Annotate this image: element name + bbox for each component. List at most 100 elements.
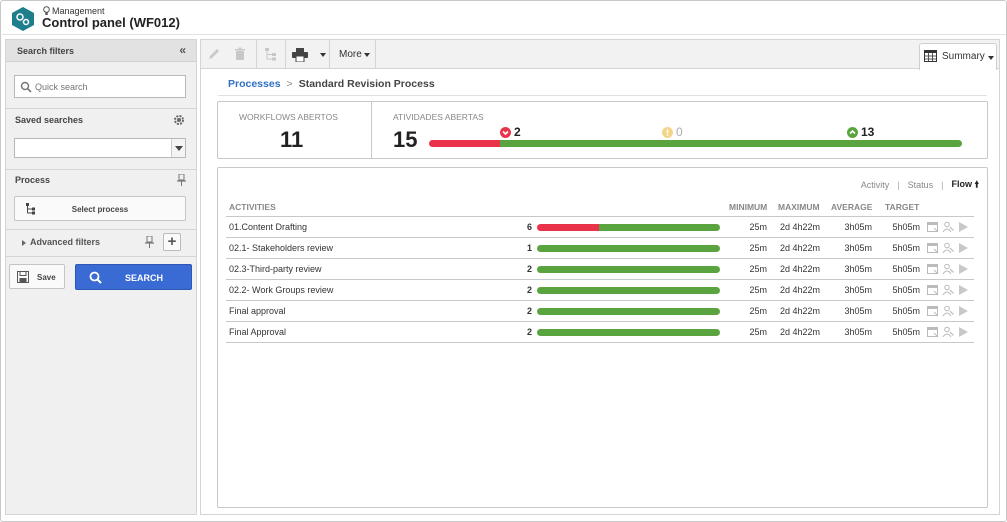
divider <box>371 102 372 158</box>
saved-searches-label: Saved searches <box>15 115 84 125</box>
play-icon[interactable] <box>957 326 969 338</box>
user-assign-icon[interactable] <box>942 242 954 254</box>
search-label: SEARCH <box>125 273 164 283</box>
delete-trash-icon[interactable] <box>233 47 247 61</box>
gear-icon[interactable] <box>173 114 185 126</box>
table-row[interactable]: Final approval 2 25m 2d 4h22m 3h05m 5h05m <box>226 301 974 322</box>
chevron-down-icon[interactable] <box>364 53 370 57</box>
table-row[interactable]: 02.1- Stakeholders review 1 25m 2d 4h22m 3h0… <box>226 238 974 259</box>
activity-name[interactable]: 02.3-Third-party review <box>229 264 322 274</box>
pin-icon[interactable] <box>145 236 154 248</box>
play-icon[interactable] <box>957 242 969 254</box>
search-button[interactable]: SEARCH <box>75 264 192 290</box>
search-icon <box>20 81 32 93</box>
activities-card: Activity | Status | Flow 🠙 ACTIVITIES MI… <box>217 167 988 508</box>
play-icon[interactable] <box>957 305 969 317</box>
play-icon[interactable] <box>957 284 969 296</box>
view-flow-link[interactable]: Flow 🠙 <box>951 177 979 193</box>
warning-count-badge[interactable]: 0 <box>662 125 683 139</box>
view-flow-label: Flow <box>951 179 972 189</box>
print-icon[interactable] <box>292 48 308 62</box>
table-row[interactable]: Final Approval 2 25m 2d 4h22m 3h05m 5h05m <box>226 322 974 343</box>
play-icon[interactable] <box>957 263 969 275</box>
ontime-count-badge[interactable]: 13 <box>847 125 874 139</box>
view-activity-link[interactable]: Activity <box>860 180 890 190</box>
calendar-icon[interactable] <box>927 284 939 296</box>
late-chevron-down-icon <box>500 126 511 138</box>
expand-triangle-icon[interactable] <box>22 240 26 246</box>
user-assign-icon[interactable] <box>942 221 954 233</box>
lightbulb-icon <box>43 6 50 15</box>
row-actions <box>927 305 969 317</box>
breadcrumb-processes-link[interactable]: Processes <box>228 78 281 90</box>
user-assign-icon[interactable] <box>942 284 954 296</box>
stats-card: WORKFLOWS ABERTOS 11 ATIVIDADES ABERTAS … <box>217 101 988 159</box>
average-value: 3h05m <box>844 285 872 295</box>
grid-table-icon <box>924 50 937 62</box>
col-minimum[interactable]: MINIMUM <box>729 202 768 212</box>
quick-search-field[interactable] <box>14 75 186 98</box>
calendar-icon[interactable] <box>927 326 939 338</box>
ontime-count: 13 <box>861 125 875 139</box>
col-average[interactable]: AVERAGE <box>831 202 873 212</box>
pin-icon[interactable] <box>177 174 186 186</box>
late-bar-segment <box>537 224 600 231</box>
sort-arrow-up-icon: 🠙 <box>974 179 979 189</box>
activity-count: 1 <box>526 243 532 253</box>
separator: | <box>941 180 944 190</box>
save-label: Save <box>37 273 56 282</box>
hierarchy-icon[interactable] <box>264 47 278 61</box>
table-row[interactable]: 02.2- Work Groups review 2 25m 2d 4h22m 3h05… <box>226 280 974 301</box>
calendar-icon[interactable] <box>927 263 939 275</box>
activity-name[interactable]: Final approval <box>229 306 286 316</box>
col-maximum[interactable]: MAXIMUM <box>778 202 820 212</box>
activity-name[interactable]: 01.Content Drafting <box>229 222 308 232</box>
ontime-chevron-up-icon <box>847 126 858 138</box>
user-assign-icon[interactable] <box>942 263 954 275</box>
calendar-icon[interactable] <box>927 305 939 317</box>
edit-pencil-icon[interactable] <box>207 47 221 61</box>
activity-count: 6 <box>526 222 532 232</box>
row-actions <box>927 221 969 233</box>
select-process-button[interactable]: Select process <box>14 196 186 221</box>
activity-count: 2 <box>526 264 532 274</box>
play-icon[interactable] <box>957 221 969 233</box>
table-row[interactable]: 02.3-Third-party review 2 25m 2d 4h22m 3h05m… <box>226 259 974 280</box>
divider <box>6 169 196 170</box>
collapse-panel-icon[interactable]: « <box>179 43 186 57</box>
calendar-icon[interactable] <box>927 242 939 254</box>
activity-name[interactable]: 02.1- Stakeholders review <box>229 243 334 253</box>
activity-status-bar <box>537 329 720 336</box>
late-count-badge[interactable]: 2 <box>500 125 521 139</box>
quick-search-input[interactable] <box>35 79 180 95</box>
user-assign-icon[interactable] <box>942 305 954 317</box>
user-assign-icon[interactable] <box>942 326 954 338</box>
view-switcher: Activity | Status | Flow 🠙 <box>861 177 979 193</box>
process-label: Process <box>15 175 51 185</box>
add-filter-button[interactable]: + <box>163 233 181 251</box>
workflows-open-value: 11 <box>280 127 304 152</box>
saved-searches-select[interactable] <box>14 138 186 158</box>
more-menu-button[interactable]: More <box>339 49 362 60</box>
table-row[interactable]: 01.Content Drafting 6 25m 2d 4h22m 3h05m 5h05… <box>226 217 974 238</box>
summary-label: Summary <box>942 51 985 62</box>
activity-status-bar <box>537 245 720 252</box>
save-button[interactable]: Save <box>9 264 65 289</box>
minimum-value: 25m <box>749 243 767 253</box>
search-icon <box>89 271 102 284</box>
toolbar-divider <box>375 40 376 68</box>
col-activities[interactable]: ACTIVITIES <box>229 202 276 212</box>
view-status-link[interactable]: Status <box>907 180 934 190</box>
page-title: Control panel (WF012) <box>42 15 180 30</box>
chevron-down-icon[interactable] <box>320 53 326 57</box>
table-header: ACTIVITIES MINIMUM MAXIMUM AVERAGE TARGE… <box>226 200 974 217</box>
save-icon <box>17 271 29 283</box>
maximum-value: 2d 4h22m <box>779 222 820 232</box>
calendar-icon[interactable] <box>927 221 939 233</box>
advanced-filters-label[interactable]: Advanced filters <box>30 237 101 247</box>
col-target[interactable]: TARGET <box>885 202 920 212</box>
warning-icon <box>662 126 673 138</box>
activity-name[interactable]: Final Approval <box>229 327 287 337</box>
summary-view-tab[interactable]: Summary <box>919 43 997 70</box>
activity-name[interactable]: 02.2- Work Groups review <box>229 285 334 295</box>
